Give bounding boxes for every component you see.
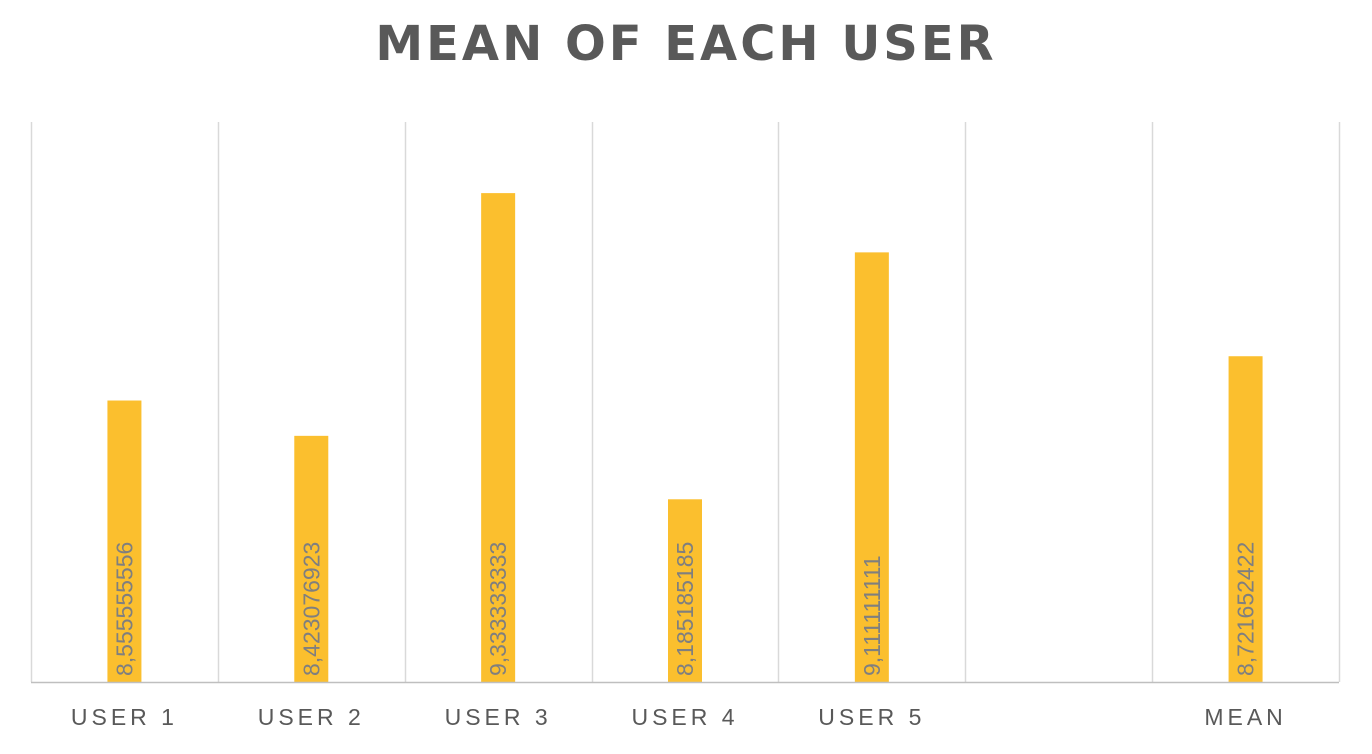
- x-tick-label-4: USER 5: [818, 704, 925, 730]
- x-tick-label-0: USER 1: [71, 704, 178, 730]
- bar-4: [854, 252, 889, 683]
- bar-2: [481, 193, 516, 682]
- x-tick-label-6: MEAN: [1204, 704, 1286, 730]
- bar-0: [107, 400, 142, 682]
- data-label-2: 9,333333333: [485, 542, 511, 676]
- x-tick-label-2: USER 3: [445, 704, 552, 730]
- bar-1: [294, 435, 329, 682]
- data-label-3: 8,185185185: [672, 542, 698, 676]
- x-tick-label-3: USER 4: [631, 704, 738, 730]
- x-tick-label-1: USER 2: [258, 704, 365, 730]
- chart-title: MEAN OF EACH USER: [375, 16, 997, 72]
- data-label-6: 8,721652422: [1233, 542, 1259, 676]
- bar-3: [668, 499, 702, 682]
- data-label-4: 9,111111111: [859, 555, 885, 676]
- bar-6: [1228, 356, 1263, 682]
- data-label-0: 8,555555556: [111, 542, 137, 676]
- data-label-1: 8,423076923: [298, 542, 324, 676]
